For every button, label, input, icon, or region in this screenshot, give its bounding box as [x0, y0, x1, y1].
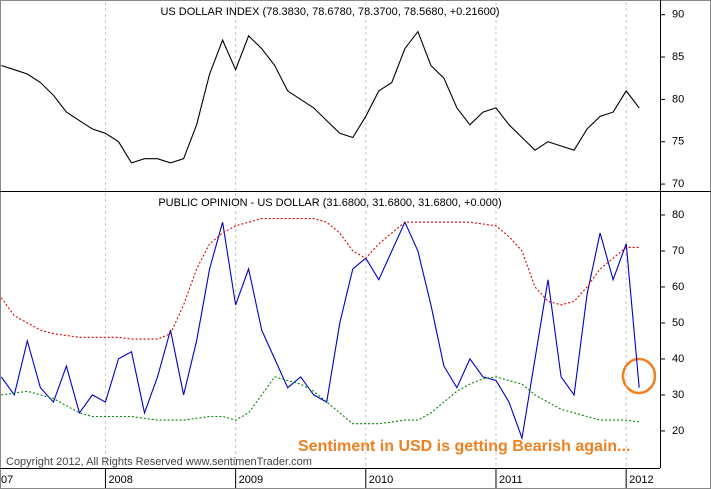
y-tick-label: 70 — [672, 178, 684, 190]
series-line — [0, 220, 640, 441]
panel-title: US DOLLAR INDEX (78.3830, 78.6780, 78.37… — [160, 6, 499, 18]
series-line — [0, 218, 640, 340]
x-tick-label: 2012 — [629, 474, 653, 486]
x-tick-label: 2011 — [499, 474, 523, 486]
y-tick-label: 90 — [672, 9, 684, 21]
highlight-circle — [621, 357, 657, 395]
annotation: Sentiment in USD is getting Bearish agai… — [298, 438, 631, 455]
y-tick-label: 50 — [672, 317, 684, 329]
y-tick-label: 20 — [672, 425, 684, 437]
series-line — [1, 376, 640, 425]
copyright: Copyright 2012, All Rights Reserved www.… — [6, 456, 312, 468]
y-tick-label: 85 — [672, 51, 684, 63]
y-tick-label: 30 — [672, 389, 684, 401]
y-tick-label: 70 — [672, 245, 684, 257]
y-tick-label: 40 — [672, 353, 684, 365]
series-line — [1, 30, 640, 164]
x-tick-label: 2010 — [369, 474, 393, 486]
x-tick-label: 2009 — [239, 474, 263, 486]
y-tick-label: 80 — [672, 93, 684, 105]
x-tick-label: 07 — [1, 474, 13, 486]
panel-title: PUBLIC OPINION - US DOLLAR (31.6800, 31.… — [158, 197, 501, 209]
y-tick-label: 80 — [672, 209, 684, 221]
x-tick-label: 2008 — [108, 474, 132, 486]
y-tick-label: 75 — [672, 136, 684, 148]
y-tick-label: 60 — [672, 281, 684, 293]
